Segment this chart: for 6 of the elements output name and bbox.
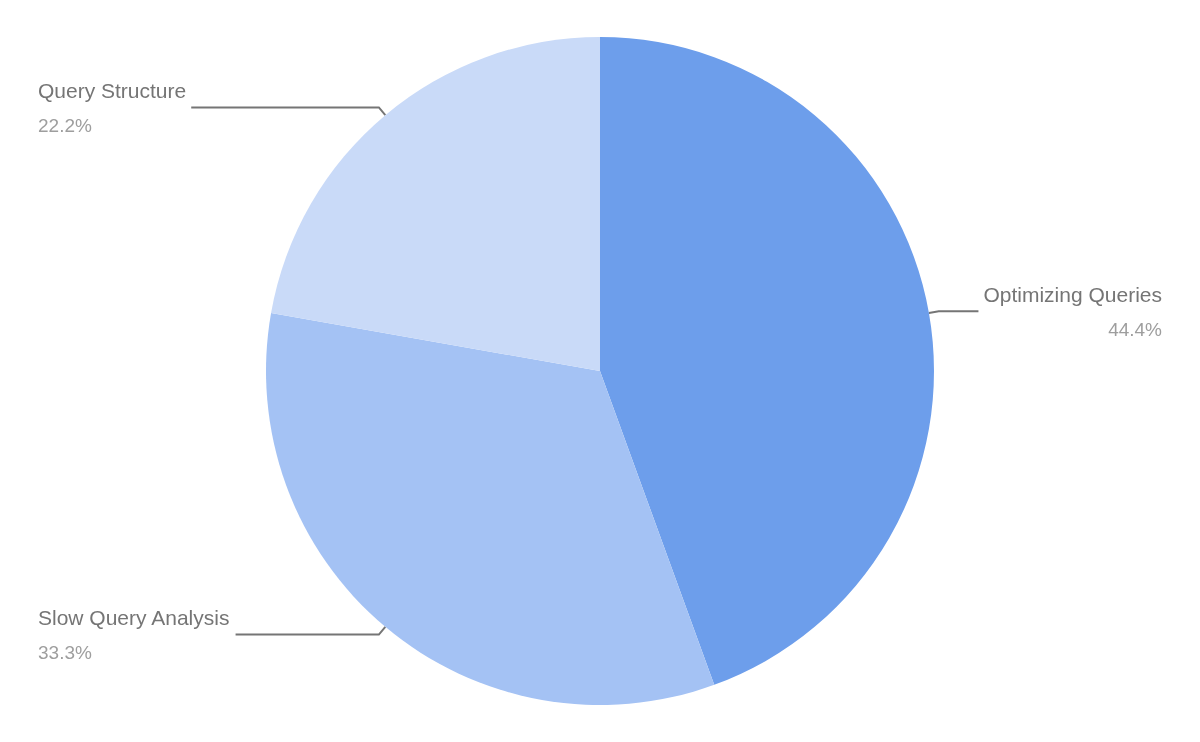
data-label: 33.3% xyxy=(38,642,92,664)
slice-label: Slow Query Analysis xyxy=(38,606,230,630)
slice-label: Query Structure xyxy=(38,78,187,102)
data-label: 22.2% xyxy=(38,114,92,136)
data-label: 44.4% xyxy=(1108,318,1163,340)
slice-label: Optimizing Queries xyxy=(983,282,1162,306)
